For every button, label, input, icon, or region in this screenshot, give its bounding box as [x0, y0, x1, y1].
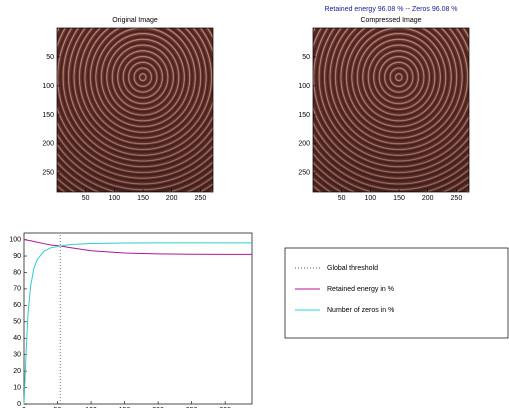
x-tick-label: 150 [137, 195, 149, 202]
x-tick-label: 200 [166, 195, 178, 202]
x-tick-label: 300 [219, 407, 231, 408]
y-tick-label: 200 [298, 141, 310, 148]
y-tick-label: 10 [13, 384, 21, 391]
image-shade [313, 28, 469, 192]
y-tick-label: 100 [9, 236, 21, 243]
y-tick-label: 150 [42, 112, 54, 119]
series-line [23, 242, 252, 405]
y-tick-label: 150 [298, 112, 310, 119]
y-tick-label: 0 [17, 401, 21, 408]
axes-box [312, 27, 470, 193]
x-tick-label: 50 [338, 195, 346, 202]
x-tick-label: 250 [195, 195, 207, 202]
axes-box [56, 27, 214, 193]
y-tick-label: 90 [13, 253, 21, 260]
y-tick-label: 20 [13, 368, 21, 375]
y-tick-label: 250 [42, 170, 54, 177]
image-shade [57, 28, 213, 192]
x-tick-label: 50 [82, 195, 90, 202]
y-tick-label: 50 [13, 319, 21, 326]
y-tick-label: 100 [298, 83, 310, 90]
x-tick-label: 100 [85, 407, 97, 408]
x-tick-label: 100 [109, 195, 121, 202]
x-tick-label: 200 [152, 407, 164, 408]
axes-title: Compressed Image [360, 17, 421, 24]
suptitle: Retained energy 96.08 % -- Zeros 96.08 % [324, 6, 457, 13]
x-tick-label: 150 [393, 195, 405, 202]
x-tick-label: 0 [22, 407, 26, 408]
y-tick-label: 80 [13, 269, 21, 276]
legend-label: Retained energy in % [327, 286, 394, 293]
legend-label: Number of zeros in % [327, 307, 394, 314]
y-tick-label: 30 [13, 352, 21, 359]
legend-box [284, 247, 509, 339]
y-tick-label: 50 [46, 54, 54, 61]
x-tick-label: 250 [451, 195, 463, 202]
y-tick-label: 250 [298, 170, 310, 177]
y-tick-label: 200 [42, 141, 54, 148]
y-tick-label: 50 [302, 54, 310, 61]
x-tick-label: 50 [54, 407, 62, 408]
y-tick-label: 100 [42, 83, 54, 90]
x-tick-label: 150 [119, 407, 131, 408]
y-tick-label: 60 [13, 302, 21, 309]
axes-title: Original Image [112, 17, 158, 24]
series-line [23, 239, 252, 255]
x-tick-label: 200 [422, 195, 434, 202]
axes-box [23, 232, 253, 405]
y-tick-label: 70 [13, 286, 21, 293]
x-tick-label: 100 [365, 195, 377, 202]
y-tick-label: 40 [13, 335, 21, 342]
legend-label: Global threshold [327, 265, 378, 272]
x-tick-label: 250 [186, 407, 198, 408]
